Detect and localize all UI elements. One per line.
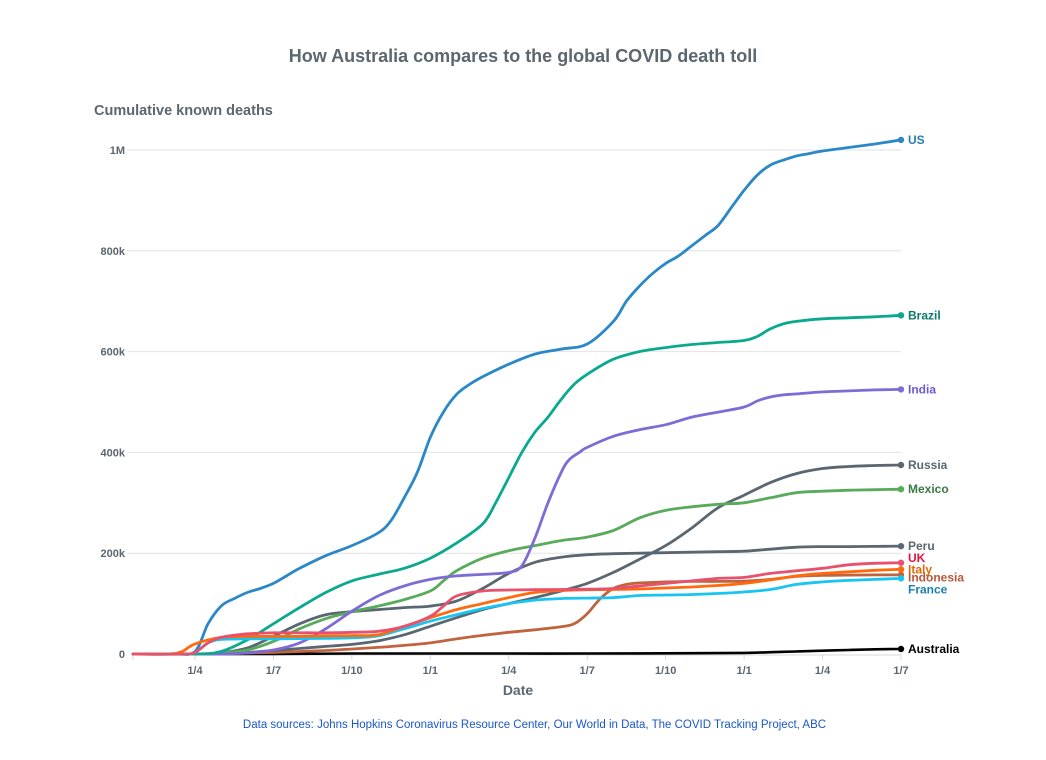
series-end-marker-russia — [897, 461, 905, 469]
end-label-france: France — [908, 582, 948, 596]
series-line-brazil — [131, 313, 903, 656]
y-tick-label: 200k — [101, 548, 126, 560]
end-label-mexico: Mexico — [908, 482, 949, 496]
series-end-marker-peru — [897, 542, 905, 550]
series-line-us — [131, 138, 903, 656]
end-label-brazil: Brazil — [908, 308, 941, 322]
x-tick-label: 1/10 — [655, 665, 676, 677]
series-line-mexico — [131, 487, 903, 656]
end-label-uk: UK — [908, 551, 926, 565]
end-label-australia: Australia — [908, 642, 960, 656]
x-tick-label: 1/4 — [187, 665, 203, 677]
x-tick-label: 1/1 — [423, 665, 438, 677]
y-axis-title: Cumulative known deaths — [94, 103, 273, 119]
series-end-marker-uk — [897, 559, 905, 566]
series-line-italy — [131, 567, 903, 656]
series-end-marker-india — [897, 386, 905, 393]
series-line-australia — [131, 647, 903, 656]
series-end-labels: US Brazil India Russia Mexico PeruUKItalyIndo… — [908, 133, 964, 656]
x-tick-label: 1/10 — [341, 665, 362, 677]
end-label-italy: Italy — [908, 562, 932, 576]
x-tick-label: 1/7 — [266, 665, 281, 677]
series-end-marker-france — [897, 575, 905, 582]
end-label-us: US — [908, 133, 925, 147]
series-end-marker-mexico — [897, 485, 905, 493]
x-axis-title: Date — [503, 682, 534, 698]
series-end-marker-brazil — [897, 312, 905, 319]
x-tick-label: 1/4 — [501, 665, 517, 677]
y-tick-label: 600k — [101, 347, 126, 359]
x-tick-label: 1/4 — [815, 665, 831, 677]
x-tick-label: 1/7 — [580, 665, 595, 677]
x-tick-label: 1/7 — [893, 665, 908, 677]
series-line-peru — [131, 544, 903, 656]
gridlines — [127, 149, 901, 554]
x-tick-label: 1/1 — [736, 665, 751, 677]
y-tick-label: 800k — [101, 246, 126, 258]
y-axis-ticks: 0 200k 400k 600k 800k 1M — [101, 145, 126, 661]
end-label-india: India — [908, 382, 936, 396]
data-source-note: Data sources: Johns Hopkins Coronavirus … — [242, 719, 827, 731]
series-end-marker-australia — [897, 645, 905, 653]
series-line-russia — [131, 463, 903, 656]
series-line-india — [131, 388, 903, 656]
y-tick-label: 400k — [101, 447, 126, 459]
end-label-russia: Russia — [908, 458, 948, 472]
end-label-indonesia: Indonesia — [908, 570, 964, 584]
series-end-marker-us — [897, 136, 905, 144]
series-end-marker-italy — [897, 566, 905, 573]
x-axis: 1/4 1/7 1/10 1/1 1/4 1/7 1/10 1/1 1/4 1/7 — [132, 654, 909, 677]
series-line-france — [131, 577, 903, 656]
y-tick-label: 1M — [110, 145, 125, 157]
end-label-peru: Peru — [908, 539, 935, 553]
chart-title: How Australia compares to the global COV… — [288, 46, 758, 66]
series-line-uk — [131, 561, 903, 656]
y-tick-label: 0 — [119, 649, 125, 661]
series-lines — [131, 136, 905, 656]
